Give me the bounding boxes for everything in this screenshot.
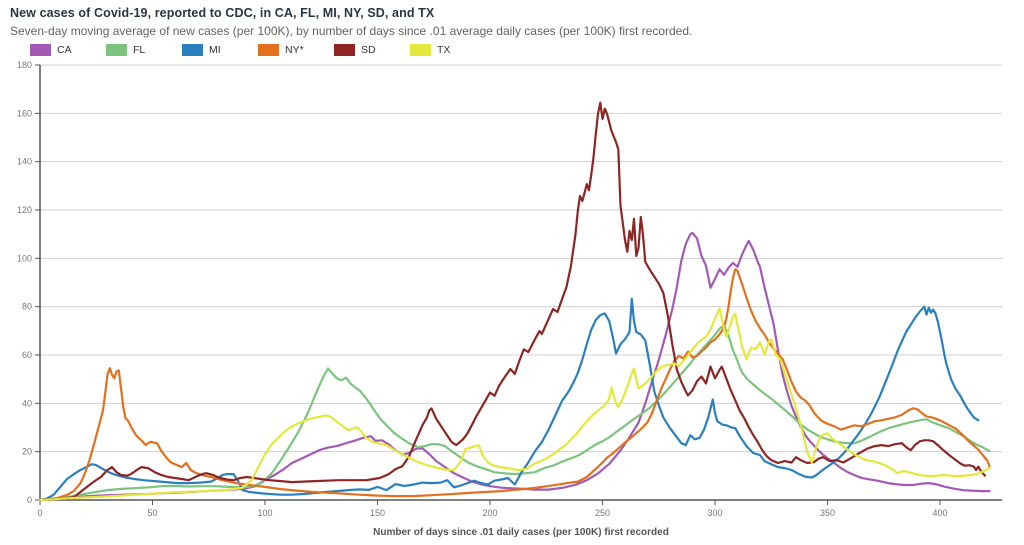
page-subtitle: Seven-day moving average of new cases (p…	[10, 24, 693, 38]
x-tick-label-50: 50	[147, 508, 157, 518]
x-tick-label-400: 400	[932, 508, 947, 518]
series-line-FL	[38, 324, 991, 502]
x-tick-label-250: 250	[595, 508, 610, 518]
legend-swatch-FL	[106, 44, 127, 56]
legend: CA FL MI NY* SD TX	[30, 44, 486, 56]
y-tick-label-20: 20	[22, 447, 32, 457]
series-line-MI	[38, 297, 980, 502]
y-tick-label-180: 180	[17, 60, 32, 70]
legend-label-SD: SD	[361, 44, 376, 56]
legend-item-FL[interactable]: FL	[106, 44, 182, 56]
legend-swatch-NY	[258, 44, 279, 56]
legend-item-TX[interactable]: TX	[410, 44, 486, 56]
legend-label-TX: TX	[437, 44, 451, 56]
series-line-TX	[38, 307, 991, 502]
legend-item-MI[interactable]: MI	[182, 44, 258, 56]
y-tick-label-120: 120	[17, 205, 32, 215]
x-axis-title: Number of days since .01 daily cases (pe…	[373, 527, 669, 538]
legend-item-CA[interactable]: CA	[30, 44, 106, 56]
y-tick-label-160: 160	[17, 108, 32, 118]
series-line-SD	[38, 101, 987, 502]
legend-swatch-TX	[410, 44, 431, 56]
legend-item-NY[interactable]: NY*	[258, 44, 334, 56]
y-tick-label-60: 60	[22, 350, 32, 360]
x-tick-label-150: 150	[370, 508, 385, 518]
x-tick-label-350: 350	[820, 508, 835, 518]
y-tick-label-0: 0	[27, 495, 32, 505]
y-tick-label-140: 140	[17, 157, 32, 167]
x-tick-label-300: 300	[707, 508, 722, 518]
legend-item-SD[interactable]: SD	[334, 44, 410, 56]
y-tick-label-40: 40	[22, 398, 32, 408]
legend-label-FL: FL	[133, 44, 146, 56]
y-tick-label-80: 80	[22, 302, 32, 312]
x-tick-label-0: 0	[37, 508, 42, 518]
legend-swatch-SD	[334, 44, 355, 56]
y-tick-label-100: 100	[17, 253, 32, 263]
page-title: New cases of Covid-19, reported to CDC, …	[10, 6, 435, 20]
x-tick-label-200: 200	[482, 508, 497, 518]
series-line-NY	[38, 268, 991, 502]
legend-swatch-MI	[182, 44, 203, 56]
x-tick-label-100: 100	[257, 508, 272, 518]
legend-swatch-CA	[30, 44, 51, 56]
legend-label-CA: CA	[57, 44, 72, 56]
legend-label-MI: MI	[209, 44, 221, 56]
legend-label-NY: NY*	[285, 44, 304, 56]
